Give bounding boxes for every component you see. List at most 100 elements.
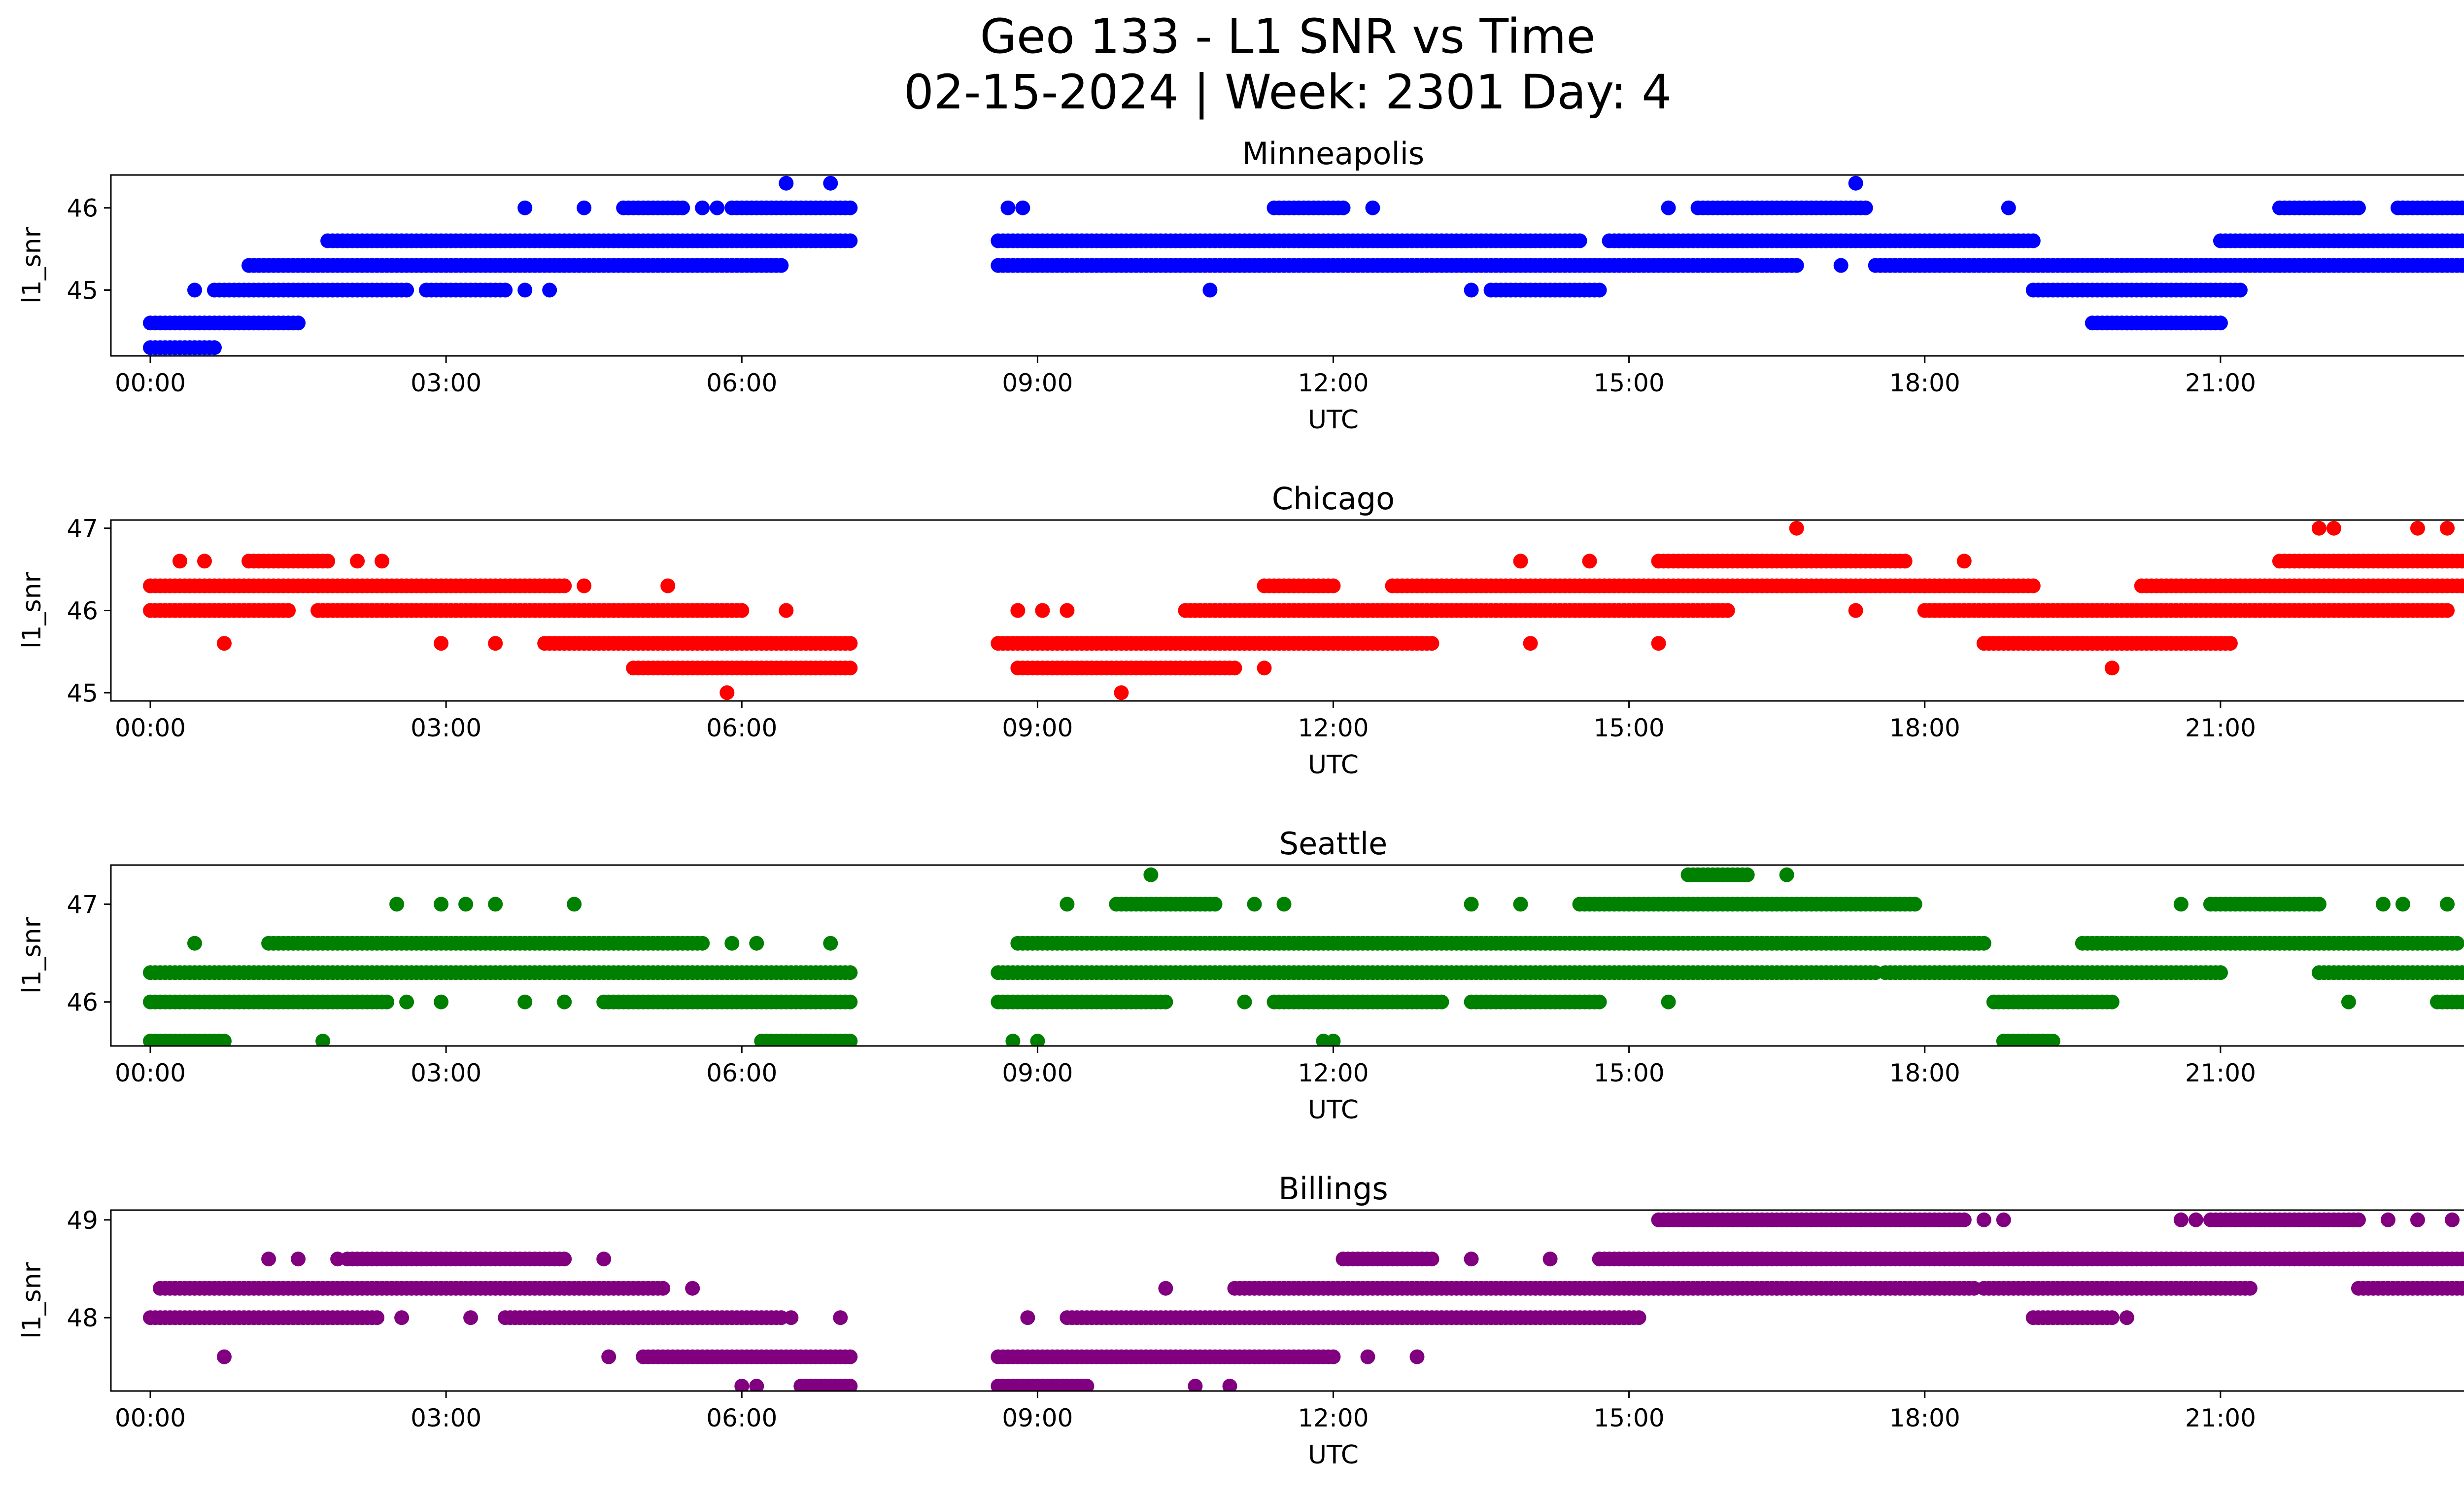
data-point <box>1227 661 1242 676</box>
data-point <box>557 578 572 593</box>
data-point <box>2410 1212 2425 1227</box>
scatter-series <box>143 521 2464 700</box>
data-point <box>2045 1034 2060 1046</box>
data-point <box>1158 1281 1173 1296</box>
data-point <box>1740 867 1755 882</box>
data-point <box>291 1252 306 1267</box>
data-point <box>1434 994 1449 1009</box>
x-tick-label: 18:00 <box>1889 714 1960 742</box>
data-point <box>2351 1212 2366 1227</box>
data-point <box>1188 1379 1203 1391</box>
data-point <box>2232 282 2248 298</box>
data-point <box>1060 603 1075 618</box>
data-point <box>2213 965 2228 980</box>
data-point <box>833 1310 848 1325</box>
data-point <box>1848 175 1863 191</box>
data-point <box>2395 897 2410 912</box>
data-point <box>695 200 710 215</box>
y-axis-label: l1_snr <box>17 1262 47 1339</box>
y-tick-label: 46 <box>67 597 98 626</box>
data-point <box>2326 521 2341 536</box>
x-tick-label: 15:00 <box>1594 1059 1665 1087</box>
x-tick-label: 06:00 <box>706 1404 777 1432</box>
x-tick-label: 00:00 <box>115 1059 186 1087</box>
data-point <box>1222 1379 1237 1391</box>
data-point <box>1247 897 1262 912</box>
data-point <box>1651 636 1666 651</box>
data-point <box>2242 1281 2258 1296</box>
subplot-title: Minneapolis <box>1242 136 1425 172</box>
data-point <box>498 282 513 298</box>
data-point <box>517 994 533 1009</box>
data-point <box>1060 897 1075 912</box>
data-point <box>823 936 838 951</box>
figure-title: Geo 133 - L1 SNR vs Time 02-15-2024 | We… <box>0 9 2464 121</box>
data-point <box>710 200 725 215</box>
data-point <box>1114 685 1129 700</box>
scatter-series <box>143 1212 2464 1391</box>
data-point <box>2460 258 2464 273</box>
data-point <box>1000 200 1016 215</box>
data-point <box>779 603 794 618</box>
data-point <box>399 282 414 298</box>
data-point <box>1326 1034 1341 1046</box>
scatter-series <box>143 175 2464 355</box>
data-point <box>734 603 750 618</box>
data-point <box>2025 233 2041 248</box>
data-point <box>1257 661 1272 676</box>
data-point <box>2460 579 2464 593</box>
data-point <box>1789 521 1804 536</box>
data-point <box>2445 1212 2460 1227</box>
x-tick-label: 03:00 <box>411 369 481 397</box>
data-point <box>2223 636 2238 651</box>
x-tick-label: 00:00 <box>115 714 186 742</box>
data-point <box>601 1349 616 1364</box>
y-tick-label: 46 <box>67 194 98 223</box>
data-point <box>719 685 735 700</box>
data-point <box>557 994 572 1009</box>
data-point <box>1661 994 1676 1009</box>
data-point <box>1542 1252 1558 1267</box>
data-point <box>217 1349 232 1364</box>
data-point <box>217 636 232 651</box>
x-tick-label: 03:00 <box>411 714 481 742</box>
data-point <box>2460 1281 2464 1295</box>
data-point <box>779 175 794 191</box>
data-point <box>350 554 365 569</box>
data-point <box>1464 897 1479 912</box>
data-point <box>774 258 789 273</box>
data-point <box>434 636 449 651</box>
data-point <box>1030 1379 1045 1391</box>
data-point <box>1917 578 1932 593</box>
y-tick-label: 46 <box>67 988 98 1017</box>
x-tick-label: 18:00 <box>1889 369 1960 397</box>
x-tick-label: 00:00 <box>115 1404 186 1432</box>
x-tick-label: 15:00 <box>1594 1404 1665 1432</box>
data-point <box>1143 867 1159 882</box>
data-point <box>1631 1310 1646 1325</box>
data-point <box>1582 554 1597 569</box>
data-point <box>291 315 306 331</box>
data-point <box>784 1310 799 1325</box>
data-point <box>488 636 503 651</box>
data-point <box>1010 603 1026 618</box>
data-point <box>675 200 690 215</box>
data-point <box>320 554 336 569</box>
data-point <box>379 994 395 1009</box>
data-point <box>2351 200 2366 215</box>
data-point <box>1720 603 1735 618</box>
data-point <box>2460 201 2464 215</box>
data-point <box>1237 994 1252 1009</box>
subplot-title: Seattle <box>1279 826 1387 862</box>
data-point <box>2104 661 2120 676</box>
x-tick-label: 12:00 <box>1298 369 1369 397</box>
data-point <box>843 200 858 215</box>
data-point <box>217 1034 232 1046</box>
data-point <box>1996 1212 2011 1227</box>
x-tick-label: 18:00 <box>1889 1404 1960 1432</box>
data-point <box>389 897 405 912</box>
data-point <box>2460 1252 2464 1266</box>
data-point <box>394 1310 410 1325</box>
y-tick-label: 49 <box>67 1206 98 1235</box>
